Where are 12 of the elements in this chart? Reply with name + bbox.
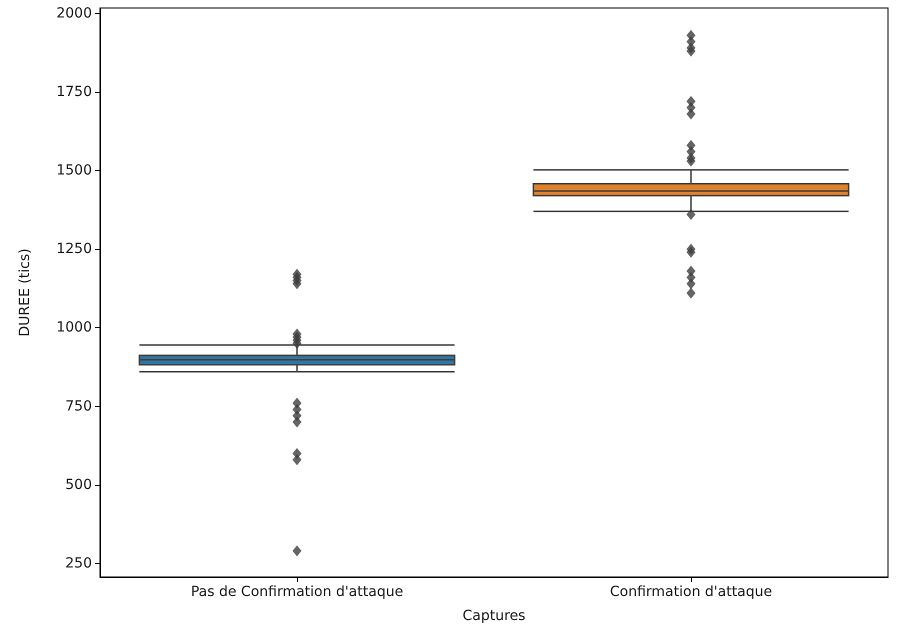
x-tick-label: Confirmation d'attaque [610, 584, 772, 600]
x-tick-label: Pas de Confirmation d'attaque [190, 584, 404, 600]
y-axis-title: DUREE (tics) [17, 248, 33, 337]
y-tick-label: 2000 [56, 5, 92, 22]
y-tick-label: 1000 [56, 320, 92, 336]
y-tick-label: 500 [65, 476, 92, 493]
y-tick-label: 750 [65, 398, 92, 414]
y-tick-label: 1500 [56, 162, 92, 179]
x-axis-title: Captures [462, 608, 526, 624]
y-tick-label: 1750 [56, 84, 92, 100]
y-tick-label: 250 [65, 555, 92, 572]
y-tick-label: 1250 [56, 241, 92, 258]
